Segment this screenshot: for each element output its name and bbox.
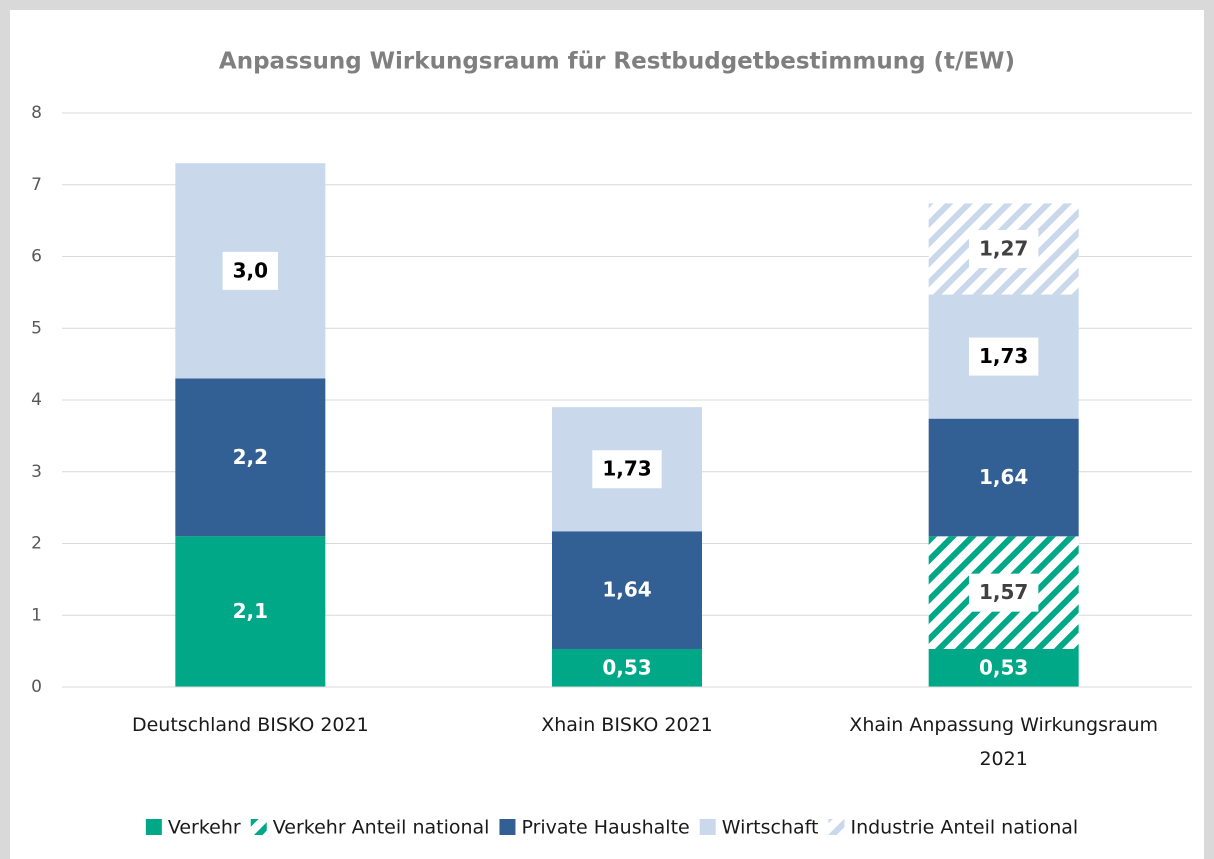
data-label: 1,73 bbox=[979, 344, 1028, 368]
legend-marker bbox=[145, 819, 162, 835]
y-tick-label: 7 bbox=[31, 175, 42, 195]
x-tick-label: Deutschland BISKO 2021 bbox=[131, 714, 369, 736]
data-label: 2,2 bbox=[233, 445, 268, 469]
legend-marker bbox=[828, 819, 845, 835]
legend-item: Verkehr Anteil national bbox=[250, 817, 490, 839]
data-label-box bbox=[592, 450, 662, 489]
x-tick-label: Xhain BISKO 2021 bbox=[541, 714, 713, 736]
data-label: 3,0 bbox=[233, 258, 268, 282]
bar-segment bbox=[552, 531, 702, 649]
legend-label: Private Haushalte bbox=[521, 817, 689, 839]
data-label: 0,53 bbox=[979, 655, 1028, 679]
data-label: 1,27 bbox=[979, 236, 1028, 260]
y-tick-label: 5 bbox=[31, 318, 42, 338]
bar-segment bbox=[928, 418, 1079, 537]
chart-title: Anpassung Wirkungsraum für Restbudgetbes… bbox=[219, 49, 1015, 75]
legend-item: Verkehr bbox=[145, 817, 241, 839]
bar-segment bbox=[175, 378, 326, 537]
data-label: 0,53 bbox=[602, 655, 651, 679]
data-label-group: 3,0 bbox=[222, 251, 279, 290]
data-label: 1,64 bbox=[979, 465, 1028, 489]
legend-marker bbox=[250, 819, 267, 835]
legend-label: Wirtschaft bbox=[722, 817, 819, 839]
legend-label: Industrie Anteil national bbox=[850, 817, 1078, 839]
y-tick-label: 0 bbox=[31, 677, 42, 697]
data-label: 1,64 bbox=[602, 578, 651, 602]
y-tick-label: 8 bbox=[31, 103, 42, 123]
legend-item: Wirtschaft bbox=[699, 817, 819, 839]
data-label-group: 1,73 bbox=[968, 337, 1039, 376]
y-tick-label: 3 bbox=[31, 462, 42, 482]
bar-segment bbox=[552, 648, 702, 687]
y-tick-label: 2 bbox=[31, 534, 42, 554]
y-tick-label: 1 bbox=[31, 605, 42, 625]
data-label-group: 1,73 bbox=[592, 450, 662, 489]
legend-label: Verkehr bbox=[168, 817, 241, 839]
y-tick-label: 6 bbox=[31, 247, 42, 267]
legend-item: Private Haushalte bbox=[499, 817, 690, 839]
data-label-box bbox=[968, 337, 1039, 376]
data-label: 1,57 bbox=[979, 580, 1028, 604]
x-tick-label: Xhain Anpassung Wirkungsraum 2021 bbox=[849, 714, 1159, 770]
data-label: 1,73 bbox=[602, 457, 651, 481]
data-label-box bbox=[968, 573, 1039, 612]
bar-segment bbox=[175, 536, 326, 687]
legend-marker bbox=[699, 819, 716, 835]
data-label-box bbox=[968, 229, 1039, 268]
data-label-group: 1,27 bbox=[968, 229, 1039, 268]
data-label-group: 1,57 bbox=[968, 573, 1039, 612]
bar-segment bbox=[928, 648, 1079, 687]
data-label-box bbox=[222, 251, 279, 290]
y-tick-label: 4 bbox=[31, 390, 42, 410]
legend-item: Industrie Anteil national bbox=[828, 817, 1078, 839]
data-label: 2,1 bbox=[233, 599, 268, 623]
legend-label: Verkehr Anteil national bbox=[273, 817, 490, 839]
legend-marker bbox=[499, 819, 516, 835]
